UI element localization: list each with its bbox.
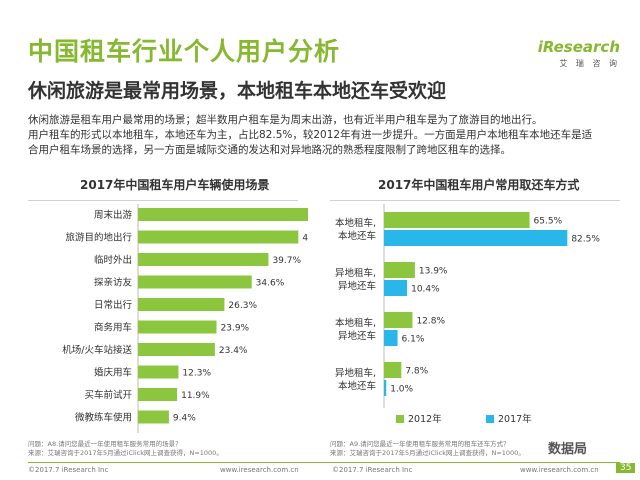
value-label: 39.7% [272, 256, 301, 266]
bar-4 [138, 298, 225, 311]
description-paragraph: 休闲旅游是租车用户最常用的场景；超半数用户租车是为周末出游，也有近半用户租车是为… [28, 113, 620, 158]
chart-title-pickup-return: 2017年中国租车用户常用取还车方式 [378, 178, 580, 192]
category-label: 旅游目的地出行 [65, 232, 132, 244]
legend-swatch [396, 415, 404, 423]
category-label: 本地租车,异地还车 [335, 317, 376, 342]
note-source: 来源：艾瑞咨询于2017年5月通过iClick网上调查获得，N=1000。 [330, 449, 525, 457]
pickup-return-chart: 本地租车,本地还车 65.5% 82.5% 异地租车,异地还车 13.9% 10.4% 本地… [335, 204, 600, 425]
value-label: 10.4% [411, 285, 440, 295]
footer-divider [28, 462, 620, 463]
chart-title-usage-scenarios: 2017年中国租车用户车辆使用场景 [80, 178, 270, 192]
category-label: 买车前试开 [84, 389, 132, 401]
bar-2012年-1 [384, 262, 415, 278]
page-title: 中国租车行业个人用户分析 [28, 37, 341, 66]
value-label: 1.0% [390, 385, 413, 395]
bar-2017年-2 [384, 330, 398, 346]
bar-2012年-3 [384, 362, 402, 378]
bar-8 [138, 388, 178, 401]
page-subtitle: 休闲旅游是最常用场景，本地租车本地还车受欢迎 [28, 80, 447, 102]
usage-scenarios-chart: 周末出游59.3%旅游目的地出行48.8%临时外出39.7%探亲访友34.6%日… [62, 204, 308, 433]
description-line: 休闲旅游是租车用户最常用的场景；超半数用户租车是为周末出游，也有近半用户租车是为… [28, 114, 543, 126]
category-label: 探亲访友 [94, 277, 133, 289]
description-line: 合用户租车场景的选择，另一方面是城际交通的发达和对异地路况的熟悉程度限制了跨地区… [28, 144, 511, 156]
iresearch-logo: iResearch 艾 瑞 咨 询 [520, 38, 620, 69]
value-label: 13.9% [419, 267, 448, 277]
note-question: 问题：A8.请问您最近一年使用租车服务常用的场景？ [28, 440, 182, 448]
logo-text: iResearch [537, 38, 620, 56]
value-label: 23.9% [221, 324, 250, 334]
bar-2017年-1 [384, 280, 408, 296]
bar-0 [138, 208, 308, 221]
footer-copyright: ©2017.7 iResearch Inc [28, 466, 109, 474]
category-label: 周末出游 [94, 209, 133, 221]
bar-5 [138, 320, 217, 334]
category-label: 本地租车,本地还车 [335, 217, 376, 242]
value-label: 65.5% [534, 217, 563, 227]
value-label: 6.1% [402, 335, 425, 345]
legend-label: 2012年 [408, 413, 442, 425]
category-label: 微教练车使用 [75, 412, 132, 424]
source-note-right: 问题：A9.请问您最近一年使用租车服务常用的租车还车方式？ 来源：艾瑞咨询于20… [330, 440, 525, 458]
page-number: 35 [616, 463, 636, 473]
bar-7 [138, 365, 179, 379]
bar-2 [138, 253, 269, 266]
bar-2012年-2 [384, 312, 413, 328]
watermark-text: 数据局 [548, 442, 588, 457]
footer-copyright: ©2017.7 iResearch Inc [332, 466, 413, 474]
bar-2017年-0 [384, 230, 568, 246]
chart-divider [330, 200, 620, 201]
note-question: 问题：A9.请问您最近一年使用租车服务常用的租车还车方式？ [330, 440, 510, 448]
footer-url[interactable]: www.iresearch.com.cn [520, 466, 599, 474]
value-label: 7.8% [405, 367, 428, 377]
chart-divider [28, 200, 298, 201]
bar-1 [138, 230, 299, 244]
category-label: 商务用车 [94, 322, 132, 334]
value-label: 48.8% [302, 234, 308, 244]
bar-2017年-3 [384, 380, 387, 396]
category-label: 异地租车,本地还车 [335, 367, 376, 392]
source-note-left: 问题：A8.请问您最近一年使用租车服务常用的场景？ 来源：艾瑞咨询于2017年5… [28, 440, 223, 458]
footer-url[interactable]: www.iresearch.com.cn [220, 466, 299, 474]
value-label: 23.4% [219, 346, 248, 356]
bar-9 [138, 410, 169, 424]
value-label: 12.8% [416, 317, 445, 327]
category-label: 日常出行 [94, 299, 133, 311]
legend-label: 2017年 [498, 413, 532, 425]
logo-cn-text: 艾 瑞 咨 询 [559, 59, 620, 68]
description-line: 用户租车的形式以本地租车，本地还车为主，占比82.5%，较2012年有进一步提升… [28, 129, 593, 141]
value-label: 12.3% [182, 369, 211, 379]
value-label: 26.3% [228, 301, 257, 311]
value-label: 34.6% [256, 279, 285, 289]
category-label: 机场/火车站接送 [62, 344, 132, 356]
bar-3 [138, 275, 252, 289]
category-label: 临时外出 [94, 254, 132, 266]
value-label: 9.4% [173, 414, 196, 424]
value-label: 11.9% [181, 391, 210, 401]
value-label: 82.5% [571, 235, 600, 245]
category-label: 婚庆用车 [94, 367, 132, 379]
legend-swatch [486, 415, 494, 423]
note-source: 来源：艾瑞咨询于2017年5月通过iClick网上调查获得，N=1000。 [28, 449, 223, 457]
category-label: 异地租车,异地还车 [335, 267, 376, 292]
bar-6 [138, 343, 215, 356]
bar-2012年-0 [384, 212, 530, 228]
